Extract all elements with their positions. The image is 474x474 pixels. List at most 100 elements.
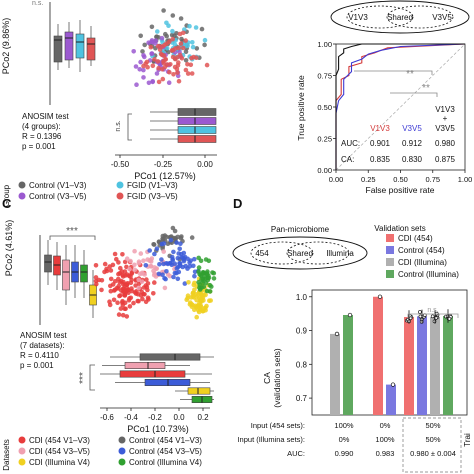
roc-y-tick-label: 0.75 [317, 72, 332, 81]
panel-a-anosim-line-1: ANOSIM test [22, 112, 69, 121]
legend-label: CDI (454 V3–V5) [29, 447, 90, 456]
venn-a-outer [330, 0, 470, 34]
panel-c-sig-top: *** [66, 226, 78, 237]
scatter-point [156, 43, 161, 49]
scatter-point [206, 275, 212, 281]
roc-auc-combined: 0.980 [435, 139, 456, 148]
scatter-point [141, 63, 146, 69]
scatter-point [102, 269, 107, 275]
scatter-point [161, 8, 166, 13]
legend-swatch [386, 270, 394, 278]
scatter-point [166, 80, 172, 85]
boxplot-box [62, 259, 70, 291]
legend-label: Control (Illumina) [398, 270, 459, 279]
scatter-point [203, 292, 208, 298]
scatter-point [170, 13, 176, 18]
panel-a: PCo2 (9.86%) ANOSIM test (4 groups): R =… [1, 0, 217, 207]
legend-label: FGID (V3–V5) [127, 192, 178, 201]
scatter-point [141, 258, 146, 264]
legend-marker [18, 181, 26, 189]
table-cell: 50% [425, 435, 440, 444]
scatter-point [137, 67, 142, 72]
scatter-point [129, 271, 134, 277]
scatter-point [159, 35, 165, 41]
scatter-point [162, 276, 167, 281]
scatter-point [170, 36, 175, 42]
scatter-point [175, 276, 181, 282]
legend-swatch [386, 246, 394, 254]
roc-ca-v1v3: 0.835 [370, 155, 391, 164]
roc-y-tick-label: 0.50 [317, 103, 332, 112]
scatter-point [120, 312, 126, 318]
scatter-point [162, 285, 168, 291]
scatter-point [140, 296, 145, 302]
x-tick-label: 0.00 [197, 160, 213, 169]
roc-x-tick-label: 0.50 [393, 175, 408, 184]
scatter-point [177, 246, 182, 252]
bar-jitter-point [432, 319, 437, 324]
y-tick-label: 0.8 [296, 360, 308, 369]
roc-curves [335, 43, 466, 170]
scatter-point [175, 70, 180, 75]
scatter-point [177, 261, 182, 266]
panel-a-xlabel: PCo1 (12.57%) [134, 171, 196, 181]
scatter-point [193, 292, 199, 297]
scatter-point [171, 249, 176, 255]
scatter-point [129, 277, 134, 283]
table-row-label: Input (Illumina sets): [237, 435, 305, 444]
scatter-point [121, 289, 126, 295]
scatter-point [183, 58, 189, 63]
legend-marker [116, 181, 124, 189]
roc-y-tick-label: 0.00 [317, 166, 332, 175]
scatter-point [211, 276, 217, 281]
scatter-point [164, 45, 170, 51]
roc-x-tick-label: 1.00 [458, 175, 473, 184]
venn-a-right-label: V3V5 [432, 13, 452, 22]
scatter-point [156, 65, 161, 71]
scatter-point [124, 314, 130, 319]
boxplot-box [139, 353, 201, 361]
panel-a-venn: V1V3 Shared V3V5 [330, 0, 470, 34]
panel-a-ylabel: PCo2 (9.86%) [1, 18, 11, 75]
scatter-point [182, 281, 188, 286]
scatter-point [111, 297, 117, 303]
scatter-point [192, 256, 197, 262]
scatter-point [93, 263, 99, 268]
y-tick-label: 0.9 [296, 327, 308, 336]
table-cell: 0.990 [335, 449, 354, 458]
scatter-point [136, 285, 141, 291]
panel-c-sig-bracket [49, 235, 96, 240]
bar-jitter-point [430, 314, 435, 319]
scatter-point [175, 63, 181, 68]
scatter-point [145, 295, 151, 301]
scatter-point [118, 306, 124, 311]
scatter-point [183, 67, 189, 73]
scatter-point [142, 42, 147, 48]
roc-auc-label: AUC: [341, 139, 360, 148]
scatter-point [207, 289, 213, 294]
panel-c-letter: C [2, 196, 12, 211]
scatter-point [194, 314, 199, 320]
scatter-point [127, 266, 132, 272]
boxplot-box [75, 33, 85, 59]
scatter-point [173, 46, 178, 51]
legend-label: FGID (V1–V3) [127, 181, 178, 190]
table-cell: 0% [339, 435, 350, 444]
table-row-label: Input (454 sets): [251, 421, 305, 430]
panel-d-legend: CDI (454) Control (454) CDI (Illumina) Cont… [386, 234, 459, 279]
scatter-point [155, 59, 161, 64]
scatter-point [112, 251, 118, 257]
scatter-point [169, 48, 175, 53]
boxplot-box [64, 31, 74, 61]
scatter-point [126, 298, 132, 303]
table-cell: 100% [334, 421, 354, 430]
legend-marker [18, 192, 26, 200]
scatter-point [167, 39, 172, 44]
roc-auc-v3v5: 0.912 [402, 139, 423, 148]
venn-d-center-label: Shared [287, 249, 313, 258]
scatter-point [196, 295, 202, 300]
legend-swatch [386, 258, 394, 266]
scatter-point [170, 28, 175, 34]
scatter-point [123, 306, 128, 312]
